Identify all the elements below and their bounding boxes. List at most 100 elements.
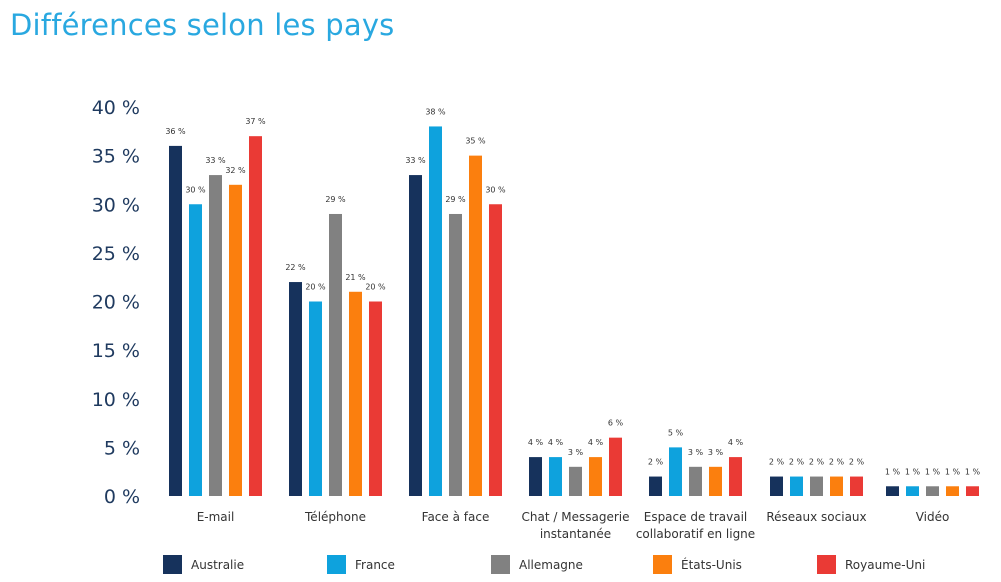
bar (729, 457, 742, 496)
data-label: 2 % (829, 458, 845, 467)
bar (569, 466, 582, 496)
data-label: 30 % (485, 185, 506, 194)
legend-swatch (327, 555, 346, 574)
y-tick-label: 15 % (92, 340, 140, 362)
x-tick-label: Chat / Messagerie (522, 510, 630, 524)
y-tick-label: 5 % (104, 437, 140, 459)
bar (669, 447, 682, 496)
bar (529, 457, 542, 496)
data-label: 20 % (305, 283, 326, 292)
data-label: 29 % (445, 195, 466, 204)
data-label: 2 % (769, 458, 785, 467)
bar (209, 175, 222, 496)
data-label: 4 % (528, 438, 544, 447)
bar (886, 486, 899, 496)
bar (289, 282, 302, 496)
data-label: 4 % (588, 438, 604, 447)
data-label: 1 % (965, 467, 981, 476)
data-label: 5 % (668, 428, 684, 437)
bar (429, 126, 442, 496)
bar (349, 291, 362, 496)
bar (409, 175, 422, 496)
y-tick-label: 0 % (104, 486, 140, 508)
data-label: 1 % (885, 467, 901, 476)
bar (469, 155, 482, 496)
bar (770, 476, 783, 496)
bar (926, 486, 939, 496)
bar (189, 204, 202, 496)
data-label: 3 % (688, 448, 704, 457)
y-tick-label: 40 % (92, 97, 140, 119)
x-tick-label: Téléphone (304, 510, 366, 524)
legend-label: Allemagne (519, 558, 583, 572)
legend-label: États-Unis (681, 557, 742, 572)
bar (966, 486, 979, 496)
data-label: 3 % (568, 448, 584, 457)
x-tick-label: collaboratif en ligne (636, 527, 755, 541)
bar (329, 213, 342, 496)
data-label: 33 % (205, 156, 226, 165)
y-tick-label: 10 % (92, 389, 140, 411)
data-label: 2 % (809, 458, 825, 467)
data-label: 33 % (405, 156, 426, 165)
bar (790, 476, 803, 496)
data-label: 6 % (608, 419, 624, 428)
bar (249, 136, 262, 497)
data-label: 1 % (925, 467, 941, 476)
bar (449, 213, 462, 496)
bar (709, 466, 722, 496)
bar (946, 486, 959, 496)
bar (830, 476, 843, 496)
data-label: 2 % (789, 458, 805, 467)
bar (549, 457, 562, 496)
bar (609, 437, 622, 496)
y-tick-label: 20 % (92, 292, 140, 314)
data-label: 20 % (365, 283, 386, 292)
x-tick-label: Vidéo (916, 510, 950, 524)
data-label: 35 % (465, 137, 486, 146)
legend-swatch (491, 555, 510, 574)
data-label: 1 % (945, 467, 961, 476)
data-label: 21 % (345, 273, 366, 282)
y-tick-label: 35 % (92, 146, 140, 168)
bar (850, 476, 863, 496)
data-label: 1 % (905, 467, 921, 476)
bar (906, 486, 919, 496)
bar (229, 184, 242, 497)
legend-label: Australie (191, 558, 244, 572)
data-label: 2 % (648, 458, 664, 467)
y-tick-label: 30 % (92, 194, 140, 216)
bar (489, 204, 502, 496)
data-label: 30 % (185, 185, 206, 194)
chart-title: Différences selon les pays (10, 8, 395, 42)
legend-label: France (355, 558, 395, 572)
data-label: 3 % (708, 448, 724, 457)
legend-label: Royaume-Uni (845, 558, 925, 572)
bar (810, 476, 823, 496)
data-label: 29 % (325, 195, 346, 204)
data-label: 22 % (285, 263, 306, 272)
legend-swatch (653, 555, 672, 574)
x-tick-label: Espace de travail (644, 510, 748, 524)
data-label: 2 % (849, 458, 865, 467)
bar (309, 301, 322, 496)
legend-swatch (817, 555, 836, 574)
y-tick-label: 25 % (92, 243, 140, 265)
bar (589, 457, 602, 496)
bar (689, 466, 702, 496)
x-tick-label: Réseaux sociaux (766, 510, 866, 524)
data-label: 36 % (165, 127, 186, 136)
x-tick-label: instantanée (540, 527, 611, 541)
x-tick-label: Face à face (422, 510, 490, 524)
legend-swatch (163, 555, 182, 574)
x-tick-label: E-mail (197, 510, 235, 524)
data-label: 37 % (245, 117, 266, 126)
bar (369, 301, 382, 496)
bar (169, 145, 182, 496)
data-label: 32 % (225, 166, 246, 175)
bar (649, 476, 662, 496)
data-label: 4 % (728, 438, 744, 447)
data-label: 4 % (548, 438, 564, 447)
data-label: 38 % (425, 107, 446, 116)
